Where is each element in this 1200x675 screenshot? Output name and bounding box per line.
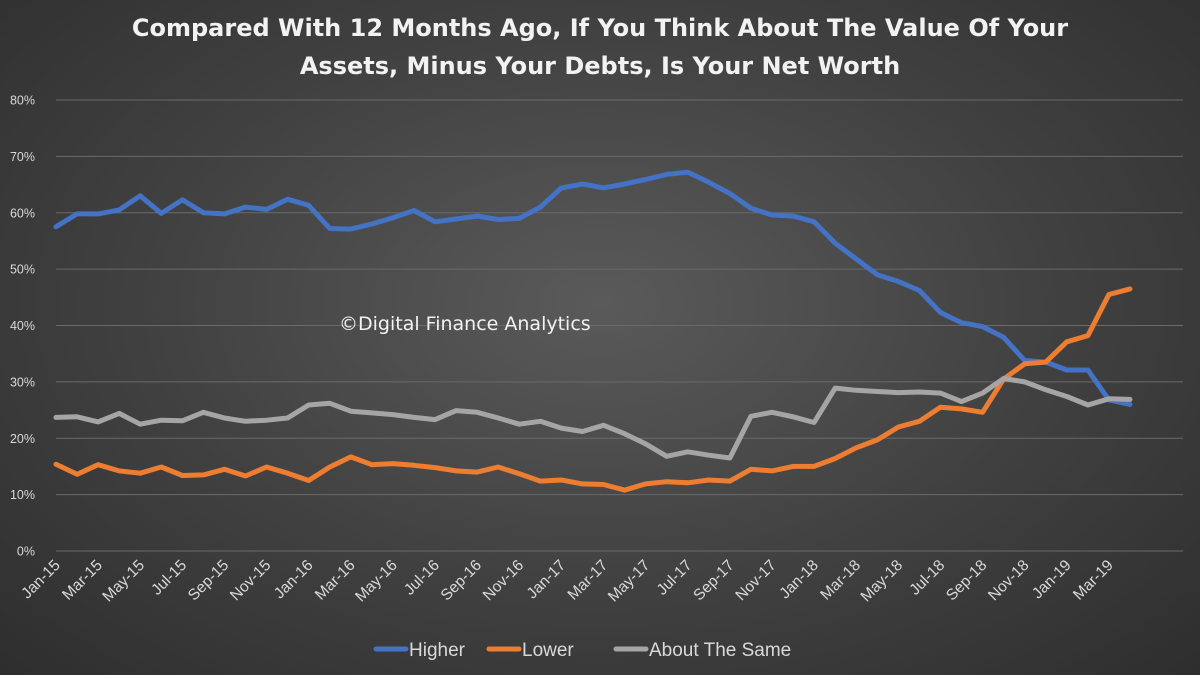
y-tick-label: 0% <box>17 545 35 559</box>
series-line-about-the-same <box>53 376 1133 461</box>
x-tick-label: May-18 <box>858 557 907 606</box>
y-tick-label: 80% <box>10 94 35 108</box>
x-tick-label: Jan-15 <box>18 557 64 603</box>
x-tick-label: Mar-15 <box>59 557 106 604</box>
x-tick-label: Sep-15 <box>185 557 232 604</box>
x-tick-label: Sep-17 <box>690 557 737 604</box>
y-tick-label: 40% <box>10 319 35 333</box>
legend-label-lower: Lower <box>522 640 574 661</box>
x-tick-label: May-16 <box>352 557 401 606</box>
legend-label-about-the-same: About The Same <box>649 640 791 661</box>
x-tick-label: Jan-17 <box>524 557 570 603</box>
x-tick-label: Mar-19 <box>1070 557 1117 604</box>
series-lines <box>53 169 1133 493</box>
watermark-text: ©Digital Finance Analytics <box>339 313 591 335</box>
chart-title: Compared With 12 Months Ago, If You Thin… <box>132 14 1068 80</box>
y-gridlines <box>56 99 1183 552</box>
x-tick-label: Mar-16 <box>312 557 359 604</box>
x-tick-label: May-17 <box>605 557 654 606</box>
chart-title-line-1: Compared With 12 Months Ago, If You Thin… <box>132 14 1068 42</box>
x-tick-label: Jan-18 <box>776 557 822 603</box>
y-axis-tick-labels: 0% 10% 20% 30% 40% 50% 60% 70% 80% <box>10 94 35 559</box>
y-tick-label: 20% <box>10 432 35 446</box>
x-tick-label: Nov-17 <box>732 557 779 604</box>
x-tick-label: Nov-18 <box>985 557 1032 604</box>
legend-label-higher: Higher <box>409 640 466 661</box>
x-tick-label: Mar-18 <box>817 557 864 604</box>
x-tick-label: Sep-18 <box>943 557 990 604</box>
x-tick-label: Sep-16 <box>438 557 485 604</box>
x-tick-label: May-15 <box>99 557 148 606</box>
y-tick-label: 30% <box>10 375 35 389</box>
y-tick-label: 50% <box>10 263 35 277</box>
series-line-higher <box>53 169 1133 407</box>
x-tick-label: Jan-19 <box>1029 557 1075 603</box>
y-tick-label: 10% <box>10 488 35 502</box>
x-tick-label: Jan-16 <box>271 557 317 603</box>
chart-title-line-2: Assets, Minus Your Debts, Is Your Net Wo… <box>300 52 900 80</box>
x-tick-label: Mar-17 <box>565 557 612 604</box>
x-tick-label: Nov-15 <box>227 557 274 604</box>
y-tick-label: 70% <box>10 150 35 164</box>
x-tick-label: Nov-16 <box>480 557 527 604</box>
series-line-lower <box>53 286 1133 493</box>
chart-legend: Higher Lower About The Same <box>373 640 791 661</box>
y-tick-label: 60% <box>10 206 35 220</box>
